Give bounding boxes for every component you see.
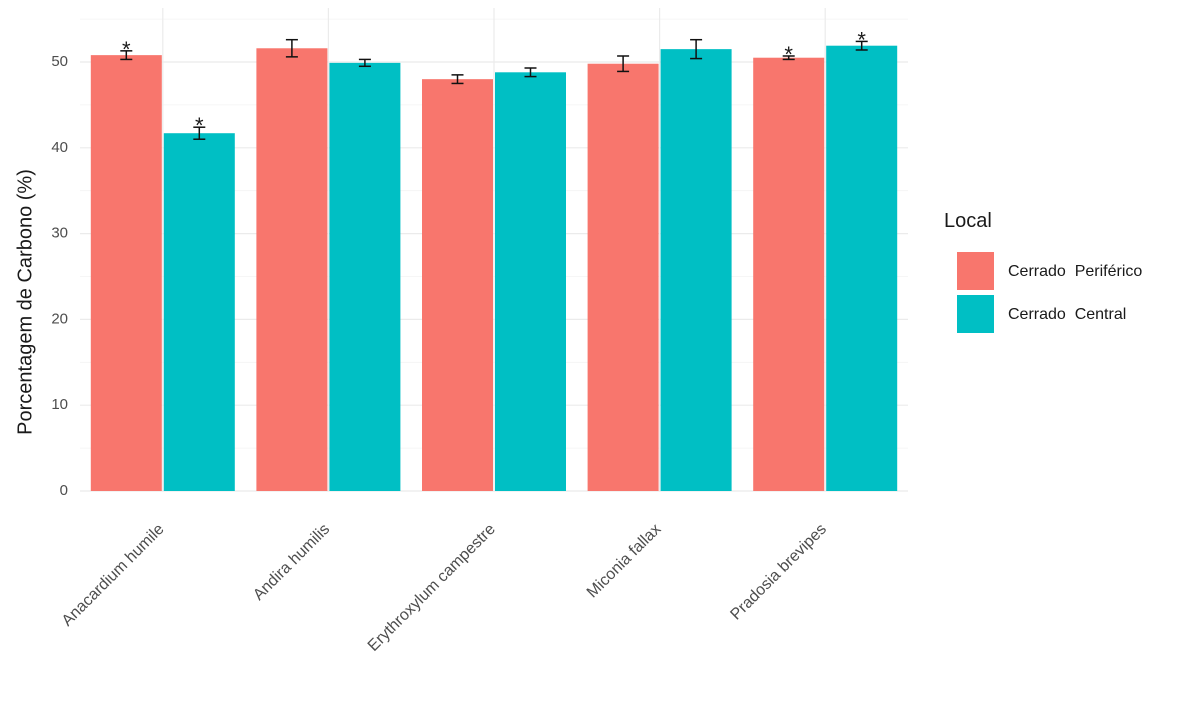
- bar-periferico: [587, 63, 659, 491]
- y-tick-label: 30: [51, 225, 68, 242]
- bar-central: [826, 45, 898, 492]
- bar-central: [163, 133, 235, 492]
- bar-central: [329, 62, 401, 491]
- significance-star: *: [857, 27, 866, 52]
- y-tick-label: 20: [51, 310, 68, 327]
- bar-periferico: [753, 57, 825, 492]
- y-tick-label: 0: [60, 482, 68, 499]
- bar-central: [660, 49, 732, 491]
- bar-periferico: [256, 48, 328, 491]
- error-bars: * * * *: [120, 27, 868, 140]
- x-tick-label: Erythroxylum campestre: [365, 521, 499, 655]
- legend-label: Cerrado Central: [1008, 306, 1126, 323]
- significance-star: *: [195, 113, 204, 138]
- bar-central: [495, 72, 566, 492]
- significance-star: *: [122, 37, 131, 62]
- significance-star: *: [784, 42, 793, 67]
- y-tick-label: 50: [51, 53, 68, 70]
- legend-key-central: [957, 295, 994, 333]
- legend-title: Local: [944, 210, 992, 232]
- legend-key-periferico: [957, 252, 994, 290]
- y-tick-label: 40: [51, 139, 68, 156]
- legend-label: Cerrado Periférico: [1008, 263, 1142, 280]
- bars: [90, 45, 898, 492]
- y-tick-label: 10: [51, 396, 68, 413]
- legend: Local Cerrado Periférico Cerrado Central: [944, 210, 1142, 333]
- bar-periferico: [422, 79, 493, 491]
- x-axis-ticks: Anacardium humile Andira humilis Erythroxy…: [59, 521, 830, 655]
- x-tick-label: Anacardium humile: [59, 521, 168, 630]
- x-tick-label: Andira humilis: [250, 521, 333, 604]
- y-axis-label: Porcentagem de Carbono (%): [14, 169, 36, 435]
- bar-periferico: [90, 55, 162, 492]
- x-tick-label: Miconia fallax: [584, 521, 665, 602]
- x-tick-label: Pradosia brevipes: [727, 521, 830, 624]
- y-axis-ticks: 0 10 20 30 40 50: [51, 53, 68, 499]
